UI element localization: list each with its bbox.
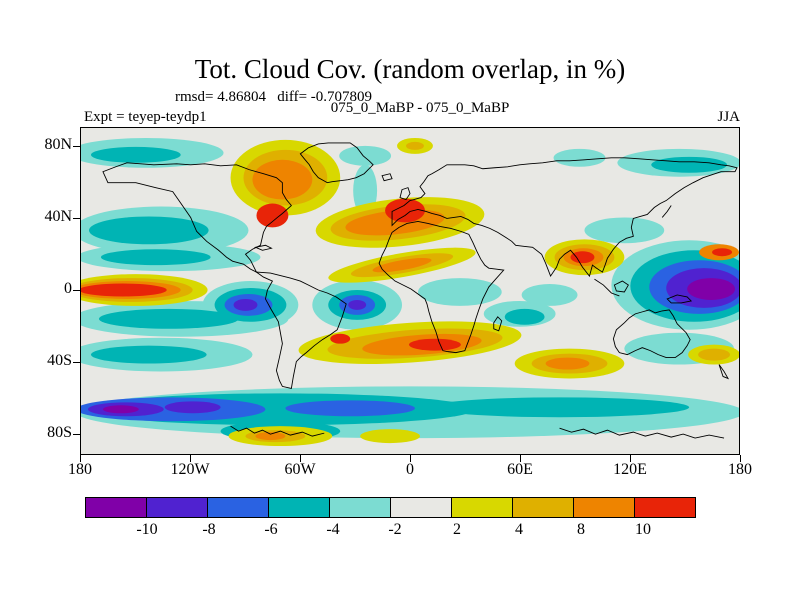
coastline-antarctica-west <box>230 425 325 437</box>
y-tick-label: 40S <box>47 352 72 369</box>
x-tick-mark <box>410 455 411 462</box>
y-tick-label: 0 <box>64 280 72 297</box>
season-label: JJA <box>717 109 740 125</box>
x-tick-label: 180 <box>68 461 92 478</box>
x-tick-mark <box>630 455 631 462</box>
colorbar-segment <box>207 497 269 518</box>
y-tick-mark <box>73 434 80 435</box>
colorbar-tick-label: -2 <box>388 521 402 538</box>
map-plot <box>80 127 740 455</box>
y-tick-mark <box>73 146 80 147</box>
colorbar-tick-label: -6 <box>264 521 278 538</box>
coastlines <box>102 142 738 439</box>
colorbar <box>85 497 696 518</box>
coastline-uk <box>399 187 411 201</box>
coastline-cuba <box>253 244 273 251</box>
colorbar-tick-label: -10 <box>136 521 158 538</box>
x-tick-label: 120W <box>170 461 210 478</box>
contour-blobs-negative <box>81 137 739 442</box>
x-tick-mark <box>740 455 741 462</box>
stats-line: rmsd= 4.86804 diff= -0.707809 <box>175 89 373 105</box>
coastline-australia <box>612 309 691 359</box>
coastline-borneo <box>613 280 629 293</box>
colorbar-segment <box>451 497 513 518</box>
x-tick-label: 0 <box>406 461 414 478</box>
experiment-label: Expt = teyep-teydp1 <box>84 109 207 125</box>
y-tick-label: 80N <box>44 136 72 153</box>
colorbar-segment <box>268 497 330 518</box>
x-tick-mark <box>80 455 81 462</box>
coastline-iceland <box>381 173 393 182</box>
colorbar-segment <box>573 497 635 518</box>
colorbar-tick-label: -8 <box>202 521 216 538</box>
y-tick-label: 80S <box>47 424 72 441</box>
x-tick-mark <box>300 455 301 462</box>
plot-title: Tot. Cloud Cov. (random overlap, in %) <box>194 54 626 84</box>
colorbar-segment <box>85 497 147 518</box>
coastline-antarctica-east <box>559 427 725 439</box>
coastline-greenland <box>299 142 374 184</box>
y-tick-label: 40N <box>44 208 72 225</box>
coastline-japan <box>661 205 672 218</box>
x-tick-label: 60E <box>507 461 533 478</box>
colorbar-segment <box>634 497 696 518</box>
coastline-eurasia <box>391 157 738 278</box>
colorbar-segment <box>329 497 391 518</box>
coastline-madagascar <box>493 316 503 332</box>
x-tick-label: 120E <box>613 461 647 478</box>
y-tick-mark <box>73 218 80 219</box>
coastline-new-guinea <box>666 294 693 304</box>
colorbar-segment <box>390 497 452 518</box>
coastline-africa <box>378 220 505 354</box>
colorbar-tick-label: 4 <box>515 521 523 538</box>
y-tick-mark <box>73 290 80 291</box>
colorbar-tick-label: 8 <box>577 521 585 538</box>
x-tick-mark <box>190 455 191 462</box>
colorbar-tick-label: 2 <box>453 521 461 538</box>
y-tick-mark <box>73 362 80 363</box>
colorbar-tick-label: -4 <box>326 521 340 538</box>
anomaly-map-svg <box>81 128 739 454</box>
coastline-south-america <box>254 271 347 389</box>
coastline-sumatra-java <box>594 278 620 297</box>
coastline-north-america <box>102 162 292 274</box>
coastline-new-zealand <box>718 364 730 380</box>
contour-blobs-positive <box>81 137 739 447</box>
x-tick-mark <box>520 455 521 462</box>
comparison-label: 075_0_MaBP - 075_0_MaBP <box>330 100 510 116</box>
x-tick-label: 60W <box>284 461 316 478</box>
colorbar-segment <box>146 497 208 518</box>
colorbar-segment <box>512 497 574 518</box>
x-tick-label: 180 <box>728 461 752 478</box>
colorbar-tick-label: 10 <box>635 521 651 538</box>
